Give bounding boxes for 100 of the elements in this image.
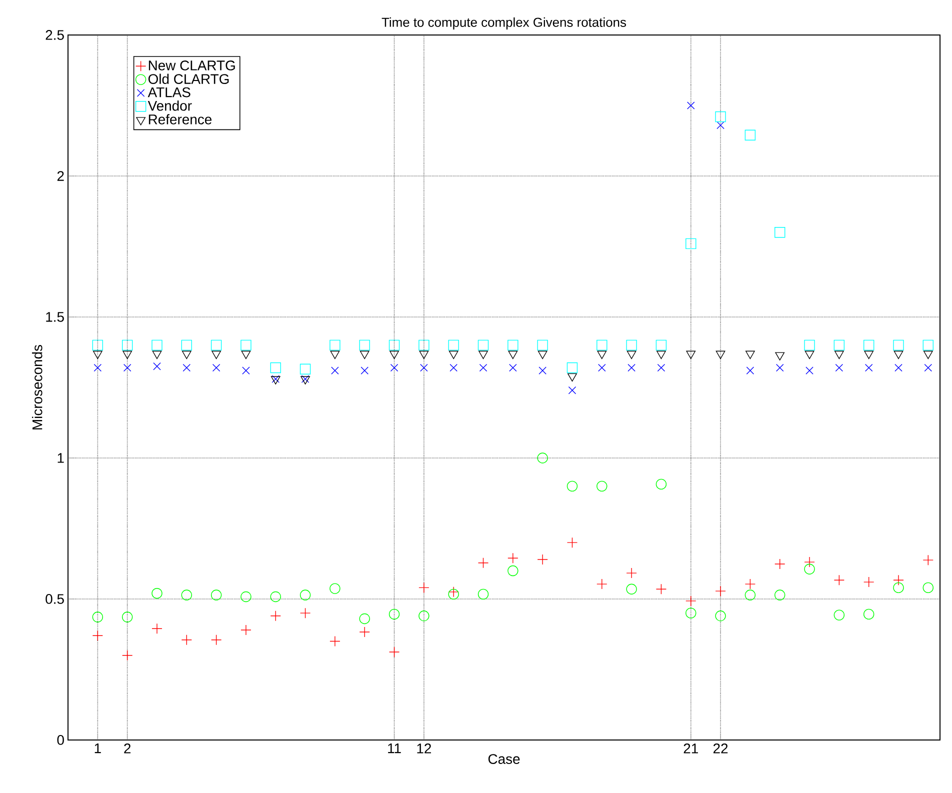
point [893,582,904,594]
point [626,568,637,578]
point [210,634,222,646]
point [537,554,548,565]
point [626,350,636,359]
point [776,364,784,372]
point [479,364,488,372]
point [122,612,133,622]
point [360,350,370,359]
point [122,350,132,359]
x-tick-label: 11 [388,744,401,754]
x-tick-label: 2 [124,743,131,754]
point [774,558,786,570]
point [744,590,756,600]
point [123,364,132,372]
point [182,350,192,359]
point [181,340,192,351]
point [448,340,459,351]
point [152,623,162,634]
point [508,565,518,576]
point [774,590,786,600]
point [270,362,281,374]
point [686,608,696,618]
x-tick-label: 21 [684,743,698,754]
point [152,588,162,599]
point [863,576,874,588]
y-tick-label: 2 [57,171,64,181]
point [538,350,548,359]
point [210,590,222,600]
y-tick-label: 1 [58,453,64,463]
point [330,583,340,594]
point [597,350,607,359]
point [92,630,104,641]
y-axis-title: Microseconds [32,344,42,430]
point [418,340,430,351]
point [774,227,786,238]
point [270,591,281,602]
point [388,608,400,620]
point [359,340,370,351]
y-tick-label: 0.5 [46,594,64,604]
point [922,554,934,566]
point [656,478,667,490]
point [537,452,548,464]
legend-label: Old CLARTG [148,74,229,84]
point [864,350,874,359]
point [924,364,932,372]
point [508,350,518,359]
point [122,650,133,661]
y-tick-label: 2.5 [46,30,64,40]
point [834,610,845,620]
point [834,340,845,351]
point [596,578,608,590]
point [746,366,754,374]
point [152,340,162,351]
point [330,340,340,351]
point [656,340,667,351]
point [835,364,844,372]
point [240,624,252,636]
x-tick-label: 12 [417,743,431,754]
x-axis-title: Case [488,754,520,764]
point [804,556,815,568]
chart-title: Time to compute complex Givens rotations [382,17,626,30]
point [656,584,667,594]
point [448,588,459,600]
point [182,364,191,372]
point [686,238,696,250]
point [122,340,133,351]
point [744,578,756,590]
point [300,590,311,600]
point [804,340,815,351]
point [626,340,637,351]
point [568,373,577,382]
x-tick-label: 22 [713,743,728,754]
point [212,350,221,359]
point [240,340,252,351]
point [210,340,222,351]
point [834,350,844,359]
point [566,362,578,374]
point [864,364,873,372]
point [181,634,192,646]
point [448,586,459,598]
point [360,366,368,374]
point [508,340,518,351]
legend-label: ATLAS [148,87,190,98]
point [923,350,933,359]
legend-label: Vendor [148,100,192,111]
point [537,340,548,351]
point [628,364,636,372]
point [806,366,814,374]
point [863,608,874,620]
point [181,590,192,600]
point [448,350,458,359]
point [715,586,726,596]
point [92,612,104,622]
point [804,350,814,359]
point [686,596,696,606]
point [420,364,428,372]
point [240,591,252,602]
point [657,364,666,372]
point [478,588,489,600]
